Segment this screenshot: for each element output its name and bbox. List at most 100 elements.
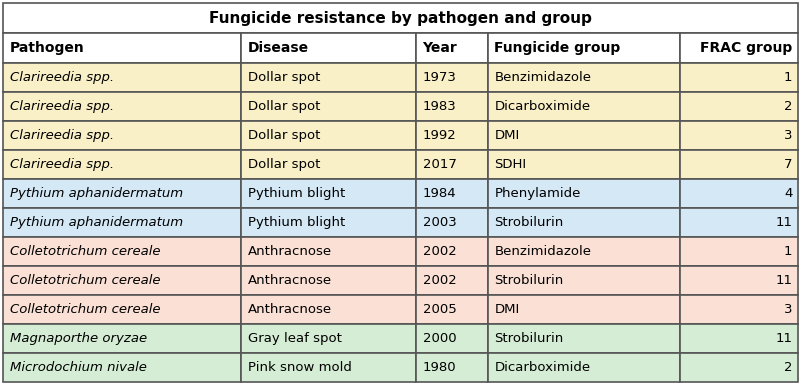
Text: Pink snow mold: Pink snow mold — [247, 361, 351, 374]
Text: 11: 11 — [775, 216, 793, 229]
Bar — [487, 179, 679, 208]
Text: Anthracnose: Anthracnose — [247, 245, 332, 258]
Text: Pathogen: Pathogen — [10, 41, 84, 55]
Bar — [415, 266, 487, 295]
Bar — [2, 63, 241, 92]
Bar — [679, 266, 798, 295]
Bar — [487, 121, 679, 150]
Text: Clarireedia spp.: Clarireedia spp. — [10, 100, 114, 113]
Text: Benzimidazole: Benzimidazole — [494, 245, 591, 258]
Bar — [415, 353, 487, 382]
Text: 1973: 1973 — [422, 71, 456, 84]
Text: Anthracnose: Anthracnose — [247, 274, 332, 287]
Text: 2: 2 — [784, 100, 793, 113]
Bar — [487, 266, 679, 295]
Text: Pythium blight: Pythium blight — [247, 216, 345, 229]
Bar — [241, 92, 415, 121]
Text: Dollar spot: Dollar spot — [247, 129, 320, 142]
Bar — [241, 33, 415, 63]
Bar — [415, 63, 487, 92]
Bar — [487, 33, 679, 63]
Text: 2005: 2005 — [422, 303, 456, 316]
Bar — [241, 179, 415, 208]
Bar — [487, 92, 679, 121]
Text: Clarireedia spp.: Clarireedia spp. — [10, 71, 114, 84]
Text: Magnaporthe oryzae: Magnaporthe oryzae — [10, 332, 146, 345]
Bar — [2, 121, 241, 150]
Bar — [679, 121, 798, 150]
Bar — [679, 63, 798, 92]
Text: 2000: 2000 — [422, 332, 456, 345]
Bar — [487, 63, 679, 92]
Bar — [2, 295, 241, 324]
Text: 2002: 2002 — [422, 245, 456, 258]
Bar — [415, 179, 487, 208]
Bar — [487, 237, 679, 266]
Text: Benzimidazole: Benzimidazole — [494, 71, 591, 84]
Text: 1984: 1984 — [422, 187, 456, 200]
Text: 2002: 2002 — [422, 274, 456, 287]
Bar — [241, 266, 415, 295]
Bar — [2, 324, 241, 353]
Bar — [2, 237, 241, 266]
Bar — [679, 237, 798, 266]
Bar — [2, 3, 798, 33]
Text: Pythium aphanidermatum: Pythium aphanidermatum — [10, 187, 182, 200]
Bar — [415, 33, 487, 63]
Bar — [487, 208, 679, 237]
Text: DMI: DMI — [494, 129, 520, 142]
Text: 11: 11 — [775, 274, 793, 287]
Text: 2: 2 — [784, 361, 793, 374]
Bar — [2, 150, 241, 179]
Text: Colletotrichum cereale: Colletotrichum cereale — [10, 303, 160, 316]
Text: Year: Year — [422, 41, 458, 55]
Text: Strobilurin: Strobilurin — [494, 274, 564, 287]
Bar — [241, 237, 415, 266]
Bar — [241, 150, 415, 179]
Bar — [2, 353, 241, 382]
Text: Phenylamide: Phenylamide — [494, 187, 581, 200]
Bar — [487, 324, 679, 353]
Bar — [415, 208, 487, 237]
Text: Dicarboximide: Dicarboximide — [494, 100, 590, 113]
Bar — [241, 63, 415, 92]
Bar — [679, 33, 798, 63]
Text: Dollar spot: Dollar spot — [247, 71, 320, 84]
Bar — [241, 353, 415, 382]
Text: Anthracnose: Anthracnose — [247, 303, 332, 316]
Text: Clarireedia spp.: Clarireedia spp. — [10, 158, 114, 171]
Text: Strobilurin: Strobilurin — [494, 332, 564, 345]
Bar — [2, 92, 241, 121]
Bar — [415, 295, 487, 324]
Bar — [2, 179, 241, 208]
Text: Strobilurin: Strobilurin — [494, 216, 564, 229]
Text: Clarireedia spp.: Clarireedia spp. — [10, 129, 114, 142]
Text: Dollar spot: Dollar spot — [247, 158, 320, 171]
Text: DMI: DMI — [494, 303, 520, 316]
Text: SDHI: SDHI — [494, 158, 526, 171]
Text: 1980: 1980 — [422, 361, 456, 374]
Text: 1: 1 — [784, 71, 793, 84]
Bar — [2, 266, 241, 295]
Text: 1992: 1992 — [422, 129, 456, 142]
Text: Colletotrichum cereale: Colletotrichum cereale — [10, 245, 160, 258]
Bar — [679, 150, 798, 179]
Bar — [679, 179, 798, 208]
Bar — [415, 92, 487, 121]
Bar — [415, 150, 487, 179]
Text: Microdochium nivale: Microdochium nivale — [10, 361, 146, 374]
Text: 3: 3 — [784, 303, 793, 316]
Bar — [679, 324, 798, 353]
Bar — [679, 295, 798, 324]
Bar — [2, 208, 241, 237]
Text: 11: 11 — [775, 332, 793, 345]
Bar — [241, 121, 415, 150]
Bar — [679, 92, 798, 121]
Bar — [487, 353, 679, 382]
Bar — [679, 353, 798, 382]
Bar — [679, 208, 798, 237]
Text: FRAC group: FRAC group — [700, 41, 793, 55]
Text: Colletotrichum cereale: Colletotrichum cereale — [10, 274, 160, 287]
Text: Fungicide group: Fungicide group — [494, 41, 621, 55]
Bar — [487, 150, 679, 179]
